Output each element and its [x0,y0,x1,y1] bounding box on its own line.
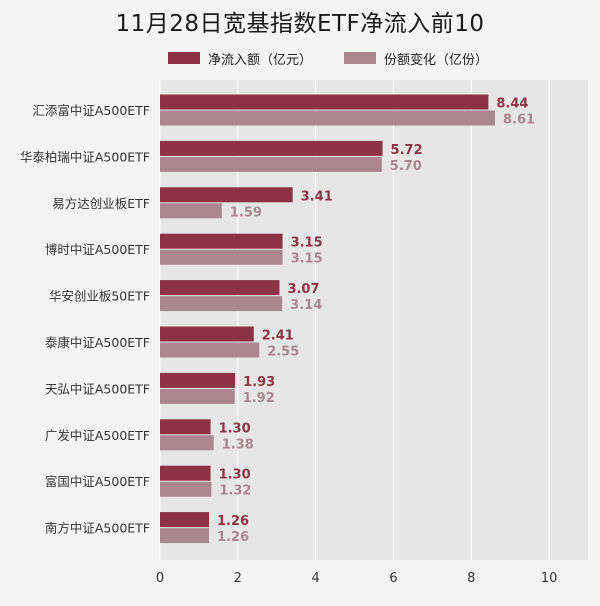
bar-share-change [160,249,283,265]
bar-share-change [160,481,212,497]
x-tick-label: 8 [467,571,475,586]
data-label-net-inflow: 1.26 [217,514,249,529]
bar-share-change [160,110,496,126]
bar-net-inflow [160,326,254,342]
bar-net-inflow [160,187,293,203]
x-tick-label: 6 [389,571,397,586]
data-label-share-change: 1.32 [219,484,251,499]
data-label-net-inflow: 5.72 [391,143,423,158]
bar-share-change [160,528,210,544]
chart-title: 11月28日宽基指数ETF净流入前10 [115,11,485,37]
category-label: 泰康中证A500ETF [45,335,150,350]
category-label: 富国中证A500ETF [45,474,150,489]
bar-share-change [160,388,235,404]
data-label-net-inflow: 3.15 [291,236,323,251]
category-label: 汇添富中证A500ETF [32,103,150,118]
x-tick-label: 2 [234,571,242,586]
legend-label-net-inflow: 净流入额（亿元） [208,52,313,68]
category-label: 南方中证A500ETF [45,521,150,536]
bar-share-change [160,156,382,172]
data-label-net-inflow: 1.30 [219,421,251,436]
bar-share-change [160,435,214,451]
data-label-net-inflow: 3.07 [287,282,319,297]
bar-net-inflow [160,419,211,435]
x-tick-label: 10 [541,571,558,586]
bar-share-change [160,296,283,312]
bar-net-inflow [160,94,489,110]
legend-label-share-change: 份额变化（亿份） [384,52,489,68]
bar-net-inflow [160,512,210,528]
bar-net-inflow [160,465,211,481]
legend-item-net-inflow: 净流入额（亿元） [168,48,312,68]
x-tick-label: 0 [156,571,164,586]
data-label-net-inflow: 8.44 [496,97,528,112]
data-label-share-change: 1.26 [217,530,249,545]
legend-swatch-net-inflow [168,52,200,64]
data-label-net-inflow: 1.30 [219,468,251,483]
bar-net-inflow [160,280,280,296]
legend-item-share-change: 份额变化（亿份） [344,48,488,68]
category-label: 易方达创业板ETF [52,196,150,211]
x-tick-label: 4 [311,571,319,586]
data-label-net-inflow: 3.41 [301,189,333,204]
bar-net-inflow [160,233,283,249]
category-label: 天弘中证A500ETF [45,381,150,396]
legend-swatch-share-change [344,52,376,64]
data-label-net-inflow: 2.41 [262,329,294,344]
data-label-share-change: 1.92 [243,391,275,406]
bar-net-inflow [160,140,383,156]
data-label-net-inflow: 1.93 [243,375,275,390]
category-label: 博时中证A500ETF [45,242,150,257]
legend: 净流入额（亿元） 份额变化（亿份） [0,48,600,68]
bar-share-change [160,203,222,219]
data-label-share-change: 3.15 [291,252,323,267]
data-label-share-change: 8.61 [503,113,535,128]
category-label: 华安创业板50ETF [49,289,150,304]
data-label-share-change: 5.70 [390,159,422,174]
data-label-share-change: 1.38 [222,437,254,452]
data-label-share-change: 1.59 [230,205,262,220]
bar-share-change [160,342,260,358]
category-label: 广发中证A500ETF [45,428,150,443]
bar-net-inflow [160,372,236,388]
category-label: 华泰柏瑞中证A500ETF [20,149,150,164]
data-label-share-change: 2.55 [267,345,299,360]
data-label-share-change: 3.14 [290,298,322,313]
